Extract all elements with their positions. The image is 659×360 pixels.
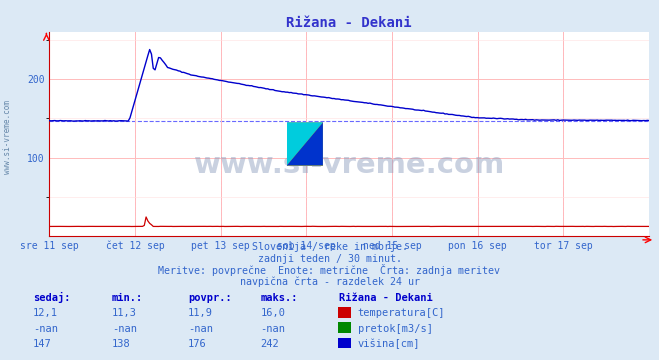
Text: www.si-vreme.com: www.si-vreme.com <box>194 150 505 179</box>
Text: 11,3: 11,3 <box>112 308 137 318</box>
Text: 11,9: 11,9 <box>188 308 213 318</box>
Text: maks.:: maks.: <box>260 293 298 303</box>
Text: -nan: -nan <box>33 324 58 334</box>
Text: min.:: min.: <box>112 293 143 303</box>
Text: Slovenija / reke in morje.: Slovenija / reke in morje. <box>252 242 407 252</box>
Text: -nan: -nan <box>112 324 137 334</box>
Polygon shape <box>287 122 323 166</box>
Text: 242: 242 <box>260 339 279 349</box>
Text: povpr.:: povpr.: <box>188 293 231 303</box>
Text: 138: 138 <box>112 339 130 349</box>
Text: 16,0: 16,0 <box>260 308 285 318</box>
Text: -nan: -nan <box>188 324 213 334</box>
Text: 176: 176 <box>188 339 206 349</box>
Text: temperatura[C]: temperatura[C] <box>358 308 445 318</box>
Text: pretok[m3/s]: pretok[m3/s] <box>358 324 433 334</box>
Text: 12,1: 12,1 <box>33 308 58 318</box>
Text: zadnji teden / 30 minut.: zadnji teden / 30 minut. <box>258 254 401 264</box>
Text: www.si-vreme.com: www.si-vreme.com <box>3 100 13 174</box>
Text: višina[cm]: višina[cm] <box>358 339 420 349</box>
Text: 147: 147 <box>33 339 51 349</box>
Text: Meritve: povprečne  Enote: metrične  Črta: zadnja meritev: Meritve: povprečne Enote: metrične Črta:… <box>159 264 500 276</box>
Text: navpična črta - razdelek 24 ur: navpična črta - razdelek 24 ur <box>239 276 420 287</box>
Text: sedaj:: sedaj: <box>33 292 71 303</box>
Text: Rižana - Dekani: Rižana - Dekani <box>339 293 433 303</box>
Polygon shape <box>287 122 323 166</box>
Text: -nan: -nan <box>260 324 285 334</box>
Title: Rižana - Dekani: Rižana - Dekani <box>287 16 412 30</box>
